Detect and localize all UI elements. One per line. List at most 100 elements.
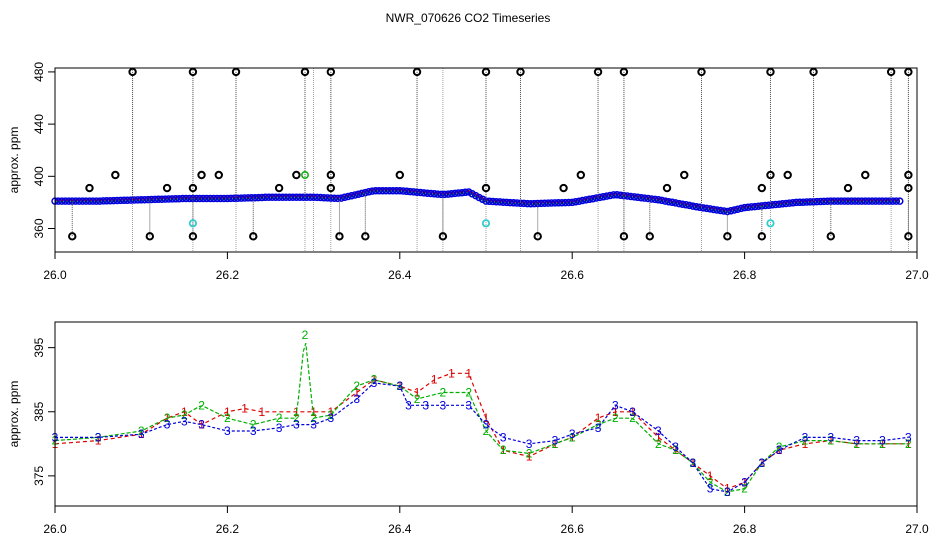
top-series-3-point xyxy=(678,200,687,208)
bottom-series-3-marker: 3 xyxy=(422,398,429,412)
bottom-series-3-marker: 3 xyxy=(879,434,886,448)
bottom-series-2-marker: 2 xyxy=(327,408,334,422)
bottom-y-tick-label: 375 xyxy=(32,466,46,486)
top-series-3-point xyxy=(71,197,80,205)
top-series-3-point xyxy=(237,194,245,202)
top-series-3-point xyxy=(371,186,380,195)
bottom-series-2-marker: 2 xyxy=(396,379,403,393)
top-series-3-point xyxy=(727,207,735,215)
bottom-series-2-marker: 2 xyxy=(853,437,860,451)
top-x-tick-label: 26.8 xyxy=(733,268,757,282)
flag-mid-point xyxy=(559,183,568,193)
top-series-3-point xyxy=(585,195,594,204)
flag-high-point xyxy=(697,67,706,77)
top-series-3-point xyxy=(837,197,845,205)
bottom-series-3-marker: 3 xyxy=(181,414,188,428)
top-series-3-point xyxy=(61,197,70,205)
top-series-3-point xyxy=(247,194,256,202)
top-series-3-point xyxy=(768,201,776,209)
top-series-3-point xyxy=(202,194,211,203)
top-series-3-point xyxy=(289,193,297,201)
bottom-series-2-marker: 2 xyxy=(612,411,619,425)
top-panel: 26.0 26.2 26.4 26.6 26.8 27.0 360 400 440 480 app… xyxy=(7,62,929,282)
bottom-series-1-marker: 1 xyxy=(483,411,490,425)
top-series-3-point xyxy=(182,194,190,203)
top-series-3-point xyxy=(309,193,318,201)
bottom-series-1-marker: 1 xyxy=(724,482,731,496)
flag-low-point xyxy=(145,232,155,241)
top-series-3-point xyxy=(433,190,442,198)
top-y-tick-label: 360 xyxy=(32,218,46,238)
top-series-3-point xyxy=(261,193,270,202)
top-series-3-point xyxy=(651,195,659,204)
top-series-3-point xyxy=(578,196,587,205)
top-series-3-point xyxy=(589,194,597,203)
top-series-3-point xyxy=(523,199,532,208)
top-series-3-point xyxy=(820,197,828,206)
bottom-series-3-marker: 3 xyxy=(552,434,559,448)
top-series-3-point xyxy=(771,200,780,209)
top-series-3-point xyxy=(502,198,511,207)
top-series-3-point xyxy=(896,197,904,205)
top-series-3-point xyxy=(233,194,242,202)
bottom-series-1-marker: 1 xyxy=(465,366,472,380)
top-series-3-point xyxy=(785,199,794,207)
top-x-tick-label: 26.6 xyxy=(561,268,585,282)
top-series-3-point xyxy=(268,193,276,201)
top-series-3-point xyxy=(544,199,552,207)
top-series-3-point xyxy=(302,193,311,201)
top-series-3-point xyxy=(520,199,528,208)
bottom-series-1-marker: 1 xyxy=(353,386,360,400)
top-series-3-point xyxy=(671,199,680,207)
top-series-3-point xyxy=(644,194,652,203)
top-series-3-point xyxy=(78,197,87,205)
bottom-series-2-marker: 2 xyxy=(526,446,533,460)
top-series-3-point xyxy=(320,193,328,202)
top-series-3-point xyxy=(789,199,797,207)
bottom-series-1-marker: 1 xyxy=(224,405,231,419)
top-series-3-point xyxy=(382,186,390,195)
bottom-x-tick-label: 26.0 xyxy=(43,522,67,536)
top-series-3-point xyxy=(689,202,697,210)
bottom-series-2-marker: 2 xyxy=(500,443,507,457)
top-series-3-point xyxy=(258,193,266,202)
top-series-3-point xyxy=(782,199,790,208)
bottom-series-3-marker: 3 xyxy=(569,427,576,441)
top-series-3-point xyxy=(113,196,121,205)
top-series-3-point xyxy=(271,193,280,201)
top-series-3-point xyxy=(889,197,897,205)
flag-low-point xyxy=(533,232,542,241)
top-series-3-point xyxy=(392,186,401,195)
bottom-series-1-marker: 1 xyxy=(629,405,636,419)
top-series-3-point xyxy=(744,203,752,212)
top-series-3-point xyxy=(285,193,294,201)
flag-high-point xyxy=(809,67,818,77)
top-series-3-point xyxy=(699,204,707,212)
flag-mid-point xyxy=(395,170,404,180)
top-series-3-point xyxy=(189,194,197,203)
top-series-3-point xyxy=(682,201,690,209)
flag-high-point xyxy=(619,67,629,77)
top-series-3-point xyxy=(558,198,566,207)
top-series-3-point xyxy=(444,190,452,198)
top-series-3-point xyxy=(254,193,263,202)
bottom-series-3-marker: 3 xyxy=(293,418,300,432)
flag-low-point xyxy=(335,232,344,241)
top-series-3-point xyxy=(251,193,259,202)
top-series-3-point xyxy=(106,196,114,205)
top-series-3-point xyxy=(606,191,614,200)
top-series-3-point xyxy=(737,204,745,213)
bottom-series-3-marker: 3 xyxy=(776,443,783,457)
top-series-3-point xyxy=(864,197,873,205)
bottom-series-2-marker: 2 xyxy=(198,398,205,412)
flag-mid-point xyxy=(861,170,870,180)
top-series-3-point xyxy=(58,197,66,205)
top-series-3-point xyxy=(427,189,435,198)
top-series-3-point xyxy=(861,197,870,205)
bottom-series-1-marker: 1 xyxy=(802,437,809,451)
top-series-3-point xyxy=(816,197,825,206)
bottom-series-3-marker: 3 xyxy=(396,379,403,393)
top-series-3-point xyxy=(799,198,807,206)
top-series-3-point xyxy=(875,197,883,205)
